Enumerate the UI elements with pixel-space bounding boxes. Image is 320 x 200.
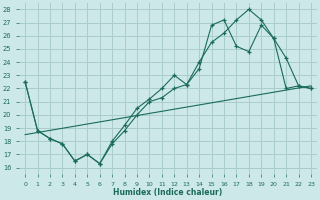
- X-axis label: Humidex (Indice chaleur): Humidex (Indice chaleur): [114, 188, 223, 197]
